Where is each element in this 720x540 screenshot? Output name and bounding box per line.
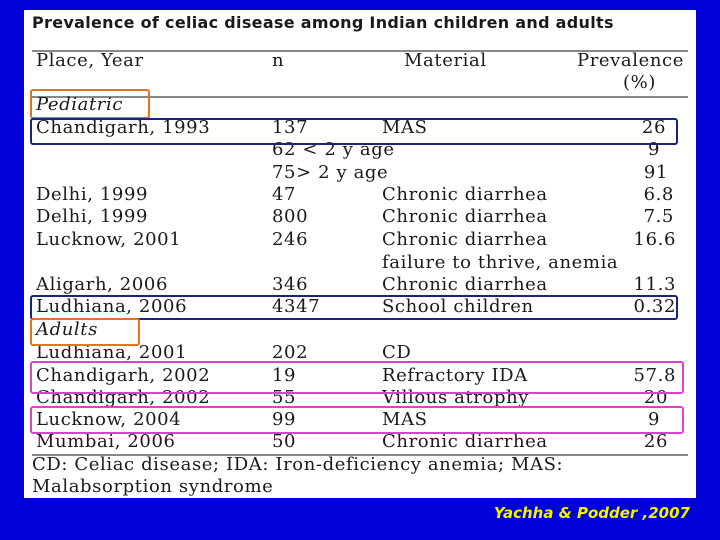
row-material: Chronic diarrhea xyxy=(382,229,548,250)
row-place: Delhi, 1999 xyxy=(36,206,149,227)
row-prevalence: 0.32 xyxy=(633,296,676,317)
row-material: MAS xyxy=(382,409,428,430)
header-n: n xyxy=(272,50,285,71)
row-place: Chandigarh, 1993 xyxy=(36,117,211,138)
row-n: 800 xyxy=(272,206,309,227)
header-rule-top xyxy=(32,50,688,52)
row-n: 4347 xyxy=(272,296,321,317)
row-place: Delhi, 1999 xyxy=(36,184,149,205)
row-material: MAS xyxy=(382,117,428,138)
row-prevalence: 11.3 xyxy=(633,274,676,295)
row-place: Ludhiana, 2006 xyxy=(36,296,188,317)
table-slide: Prevalence of celiac disease among India… xyxy=(24,10,696,498)
row-n: 137 xyxy=(272,117,309,138)
highlight-ludhiana-2006 xyxy=(30,295,678,320)
row-material: Chronic diarrhea xyxy=(382,184,548,205)
citation: Yachha & Podder ,2007 xyxy=(493,504,690,522)
row-n: 202 xyxy=(272,342,309,363)
footnote-line-1: CD: Celiac disease; IDA: Iron-deficiency… xyxy=(32,454,564,475)
highlight-lucknow-2004 xyxy=(30,406,684,434)
row-prevalence: 6.8 xyxy=(643,184,674,205)
header-rule-bottom xyxy=(32,96,688,98)
row-place: Chandigarh, 2002 xyxy=(36,365,211,386)
highlight-chandigarh-2002 xyxy=(30,361,684,394)
row-prevalence: 9 xyxy=(647,409,660,430)
row-n: 19 xyxy=(272,365,297,386)
row-material: Refractory IDA xyxy=(382,365,528,386)
row-material: failure to thrive, anemia xyxy=(382,252,619,273)
row-prevalence: 57.8 xyxy=(633,365,676,386)
row-prevalence: 26 xyxy=(643,431,668,452)
row-n: 47 xyxy=(272,184,297,205)
highlight-chandigarh-1993 xyxy=(30,118,678,145)
row-prevalence: 7.5 xyxy=(643,206,674,227)
footer-rule xyxy=(32,454,688,456)
row-material: Chronic diarrhea xyxy=(382,431,548,452)
highlight-pediatric xyxy=(30,89,150,119)
table-title: Prevalence of celiac disease among India… xyxy=(32,13,614,32)
row-material: School children xyxy=(382,296,534,317)
header-material: Material xyxy=(404,50,487,71)
footnote-line-2: Malabsorption syndrome xyxy=(32,476,274,497)
row-prevalence: 91 xyxy=(643,162,668,183)
header-prevalence: Prevalence xyxy=(576,50,684,71)
row-n: 75> 2 y age xyxy=(272,162,389,183)
row-material: Chronic diarrhea xyxy=(382,206,548,227)
row-material: Chronic diarrhea xyxy=(382,274,548,295)
section-pediatric: Pediatric xyxy=(36,94,124,115)
header-place: Place, Year xyxy=(36,50,144,71)
row-place: Mumbai, 2006 xyxy=(36,431,176,452)
footnote: CD: Celiac disease; IDA: Iron-deficiency… xyxy=(32,454,692,498)
row-n: 50 xyxy=(272,431,297,452)
row-place: Aligarh, 2006 xyxy=(36,274,169,295)
row-prevalence: 16.6 xyxy=(633,229,676,250)
row-prevalence: 9 xyxy=(647,139,660,160)
header-prevalence-unit: (%) xyxy=(623,72,656,93)
section-adults: Adults xyxy=(36,319,98,340)
row-prevalence: 26 xyxy=(641,117,666,138)
row-n: 346 xyxy=(272,274,309,295)
row-place: Lucknow, 2001 xyxy=(36,229,182,250)
row-place: Lucknow, 2004 xyxy=(36,409,182,430)
row-n: 246 xyxy=(272,229,309,250)
highlight-adults xyxy=(30,318,140,346)
row-n: 99 xyxy=(272,409,297,430)
row-place: Ludhiana, 2001 xyxy=(36,342,188,363)
row-material: CD xyxy=(382,342,412,363)
